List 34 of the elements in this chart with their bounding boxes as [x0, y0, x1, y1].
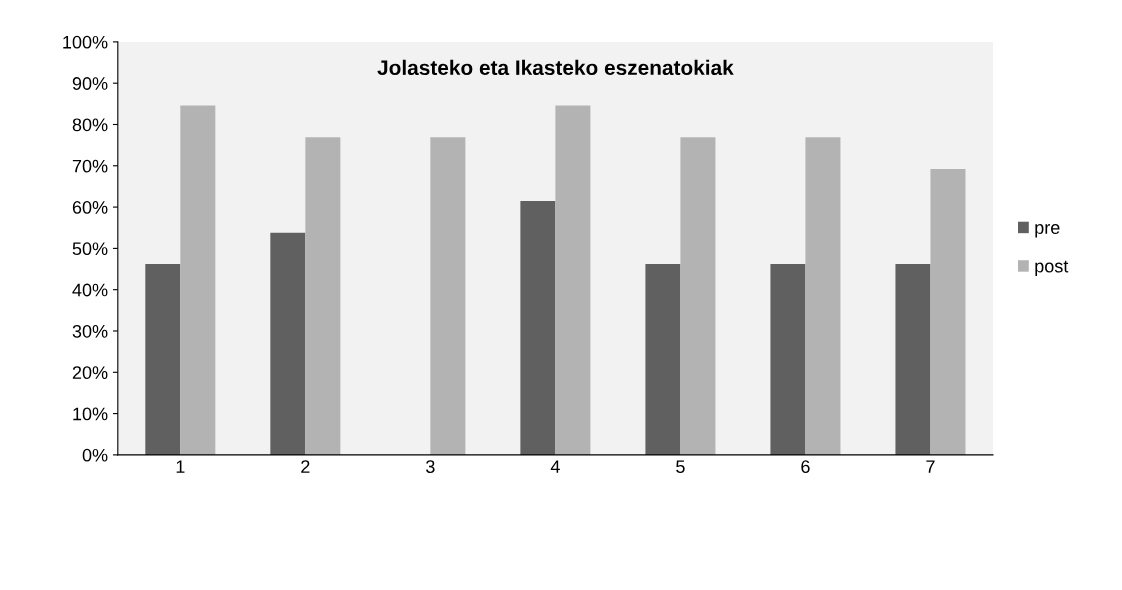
- bar: [145, 264, 181, 455]
- bar: [895, 264, 931, 455]
- x-tick-label: 6: [801, 460, 810, 474]
- y-tick-label: 70%: [72, 159, 108, 173]
- bar: [680, 137, 716, 455]
- bar: [930, 169, 966, 455]
- bar: [270, 232, 306, 455]
- bar: [770, 264, 806, 455]
- text: Jolasteko eta Ikasteko eszenatokiak: [377, 59, 734, 76]
- x-tick-label: 2: [301, 460, 310, 473]
- y-tick-label: 100%: [63, 35, 108, 49]
- bar: [555, 105, 591, 455]
- bar: [305, 137, 341, 455]
- y-tick-label: 80%: [72, 118, 108, 132]
- legend-label: pre: [1035, 224, 1060, 238]
- y-tick-label: 50%: [72, 242, 108, 256]
- y-tick-label: 20%: [72, 366, 108, 380]
- y-tick-label: 40%: [72, 283, 108, 297]
- bar: [645, 264, 681, 455]
- legend-label: post: [1035, 260, 1069, 277]
- x-tick-label: 1: [176, 460, 185, 473]
- bar: [520, 200, 556, 455]
- y-tick-label: 90%: [72, 77, 108, 90]
- y-tick-label: 30%: [72, 324, 108, 338]
- bar: [180, 105, 216, 455]
- bar: [805, 137, 841, 455]
- x-tick-label: 3: [426, 460, 435, 474]
- bar: [430, 137, 466, 455]
- x-tick-label: 7: [926, 460, 935, 473]
- x-tick-label: 4: [550, 460, 560, 473]
- y-tick-label: 0%: [82, 448, 108, 462]
- y-tick-label: 60%: [72, 201, 108, 214]
- y-tick-label: 10%: [73, 407, 108, 421]
- x-tick-label: 5: [676, 460, 685, 474]
